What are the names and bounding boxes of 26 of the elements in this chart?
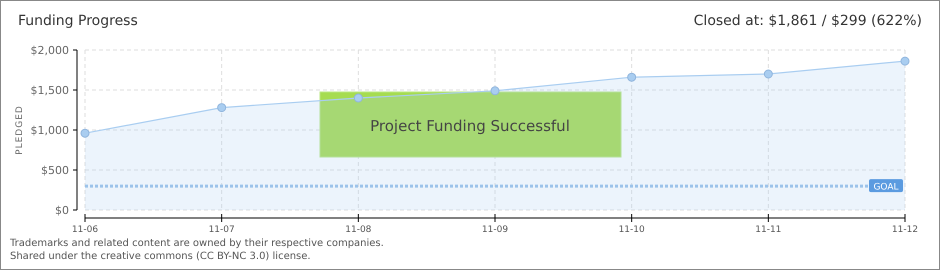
y-tick-label: $1,000	[30, 124, 69, 137]
point	[490, 86, 500, 96]
ref-line-label: GOAL	[873, 182, 899, 193]
y-tick-label: $1,500	[30, 84, 69, 97]
point	[217, 103, 226, 112]
point	[900, 56, 910, 66]
annotation: Project Funding Successful	[370, 117, 570, 135]
x-tick-label: 11-12	[892, 225, 918, 235]
point	[354, 94, 363, 102]
text: Closed at: $1,861 / $299 (622%)	[694, 13, 922, 29]
y-axis-title: PLEDGED	[15, 105, 25, 155]
x-tick-label: 11-10	[618, 225, 646, 235]
x-tick-label: 11-11	[755, 225, 782, 235]
y-tick-label: $0	[55, 204, 69, 217]
x-tick-label: 11-06	[72, 225, 98, 235]
y-tick-label: $2,000	[30, 44, 69, 57]
x-tick-label: 11-08	[345, 225, 372, 235]
point	[80, 128, 90, 138]
y-tick-label: $500	[41, 164, 69, 177]
point	[627, 72, 636, 82]
x-tick-label: 11-07	[208, 225, 235, 235]
x-tick-label: 11-09	[482, 225, 508, 235]
text: Trademarks and related content are owned by their respective companies.	[9, 238, 384, 249]
point	[764, 70, 773, 78]
chart-title: Funding Progress	[18, 13, 138, 29]
text: Shared under the creative commons (CC BY-NC 3.0) license.	[10, 251, 311, 262]
